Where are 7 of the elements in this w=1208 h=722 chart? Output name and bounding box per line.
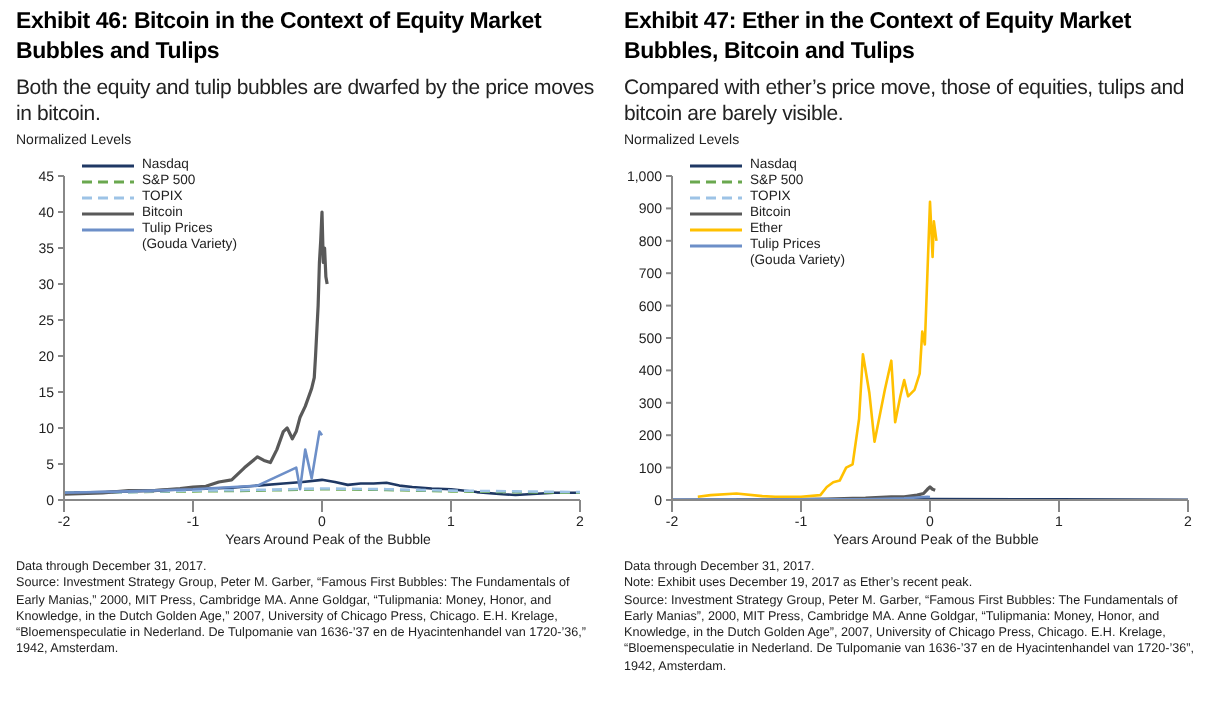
line-series: [64, 430, 324, 495]
chart-subtitle: Both the equity and tulip bubbles are dwarfed by the price moves in bitcoin.: [14, 76, 596, 130]
chart-title: Exhibit 46: Bitcoin in the Context of Equity Market Bubbles and Tulips: [14, 8, 544, 68]
chart-title: Exhibit 47: Ether in the Context of Equity Market Bubbles, Bitcoin and Tulips: [622, 8, 1133, 68]
line-series: [696, 200, 938, 499]
line-series: [64, 210, 329, 496]
chart-subtitle: Compared with ether’s price move, those of equities, tulips and bitcoin are barely visible.: [622, 76, 1187, 130]
